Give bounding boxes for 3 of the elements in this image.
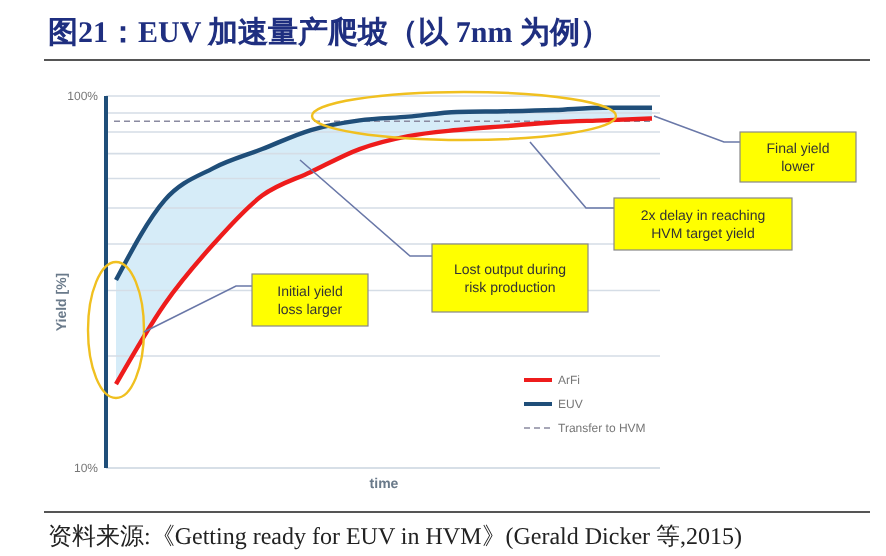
text: 资料来源:《Getting ready for EUV in HVM》(Gerald Dicker 等,2015) xyxy=(48,522,743,550)
chart-title: 图21：EUV 加速量产爬坡（以 7nm 为例） xyxy=(48,16,610,50)
line-series xyxy=(113,105,655,283)
